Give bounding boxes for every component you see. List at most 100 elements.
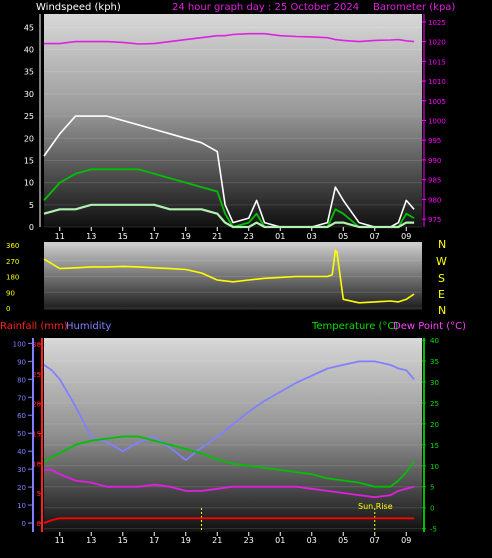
x-tick-label: 05 — [338, 232, 348, 241]
bottom-x-tick-label: 07 — [370, 536, 380, 545]
rainfall-tick-label: 0 — [37, 520, 41, 528]
baro-tick-label: 1015 — [428, 58, 446, 66]
wind-baro-chart: 0510152025303540459759809859909951000100… — [24, 14, 446, 241]
rainfall-tick-label: 10 — [32, 460, 41, 468]
bottom-x-tick-label: 21 — [212, 536, 222, 545]
wind-direction-chart: 360 270 180 90 0 — [6, 242, 422, 313]
bottom-x-tick-label: 05 — [338, 536, 348, 545]
temp-tick-label: -5 — [430, 526, 437, 534]
wind-direction-line — [43, 249, 415, 304]
x-tick-label: 19 — [181, 232, 191, 241]
temp-tick-label: 15 — [430, 442, 439, 450]
windspeed-tick-label: 15 — [24, 156, 34, 165]
rainfall-line — [43, 517, 415, 524]
temperature-line — [43, 435, 415, 488]
direction-tick-label: 270 — [6, 258, 19, 266]
baro-tick-label: 1005 — [428, 98, 446, 106]
bottom-x-tick-label: 15 — [118, 536, 128, 545]
humidity-tick-label: 60 — [17, 412, 26, 420]
direction-tick-label: 360 — [6, 242, 19, 250]
bottom-x-tick-label: 23 — [244, 536, 254, 545]
baro-tick-label: 985 — [428, 177, 441, 185]
direction-plot-area — [44, 242, 422, 310]
windspeed-tick-label: 25 — [24, 112, 34, 121]
x-tick-label: 13 — [86, 232, 96, 241]
windspeed-axis-title: Windspeed (kph) — [36, 2, 121, 13]
baro-tick-label: 975 — [428, 216, 441, 224]
temp-tick-label: 40 — [430, 337, 439, 345]
compass-label-n-top: N — [438, 238, 446, 251]
temp-hum-chart: -505101520253035400102030405060708090100… — [13, 337, 439, 545]
humidity-line — [43, 360, 415, 461]
rainfall-axis-title: Rainfall (mm) — [0, 321, 68, 332]
humidity-tick-label: 80 — [17, 376, 26, 384]
direction-tick-label: 180 — [6, 274, 19, 282]
bottom-x-tick-label: 09 — [401, 536, 411, 545]
x-tick-label: 15 — [118, 232, 128, 241]
rainfall-tick-label: 25 — [32, 371, 41, 379]
x-tick-label: 11 — [55, 232, 65, 241]
windspeed-tick-label: 20 — [24, 134, 34, 143]
baro-tick-label: 1020 — [428, 39, 446, 47]
x-tick-label: 23 — [244, 232, 254, 241]
wind-gust-line — [43, 115, 415, 228]
dewpoint-axis-title: Dew Point (°C) — [393, 321, 466, 332]
barometer-line — [44, 32, 415, 45]
humidity-tick-label: 40 — [17, 448, 26, 456]
windspeed-tick-label: 35 — [24, 68, 34, 77]
humidity-tick-label: 90 — [17, 358, 26, 366]
bottom-x-tick-label: 17 — [149, 536, 159, 545]
x-tick-label: 21 — [212, 232, 222, 241]
baro-tick-label: 980 — [428, 196, 441, 204]
compass-label-e: E — [438, 288, 445, 301]
temp-tick-label: 5 — [430, 484, 434, 492]
windspeed-tick-label: 5 — [29, 201, 34, 210]
direction-tick-label: 90 — [6, 289, 15, 297]
humidity-axis-title: Humidity — [66, 321, 111, 332]
x-tick-label: 17 — [149, 232, 159, 241]
temp-tick-label: 0 — [430, 505, 434, 513]
compass-label-n-bottom: N — [438, 304, 446, 317]
temp-tick-label: 35 — [430, 358, 439, 366]
windspeed-tick-label: 30 — [24, 90, 34, 99]
graph-title: 24 hour graph day : 25 October 2024 — [172, 2, 359, 13]
x-tick-label: 01 — [275, 232, 285, 241]
x-tick-label: 03 — [307, 232, 317, 241]
temp-tick-label: 25 — [430, 400, 439, 408]
bottom-x-tick-label: 11 — [55, 536, 65, 545]
bottom-x-tick-label: 13 — [86, 536, 96, 545]
windspeed-tick-label: 0 — [29, 223, 34, 232]
temp-tick-label: 10 — [430, 463, 439, 471]
wind-light-line — [43, 203, 415, 229]
windspeed-tick-label: 10 — [24, 179, 34, 188]
sunrise-label: Sun Rise — [358, 502, 393, 511]
compass-label-s: S — [438, 272, 445, 285]
humidity-tick-label: 100 — [13, 340, 26, 348]
direction-tick-label: 0 — [6, 305, 10, 313]
rainfall-tick-label: 20 — [32, 401, 41, 409]
humidity-tick-label: 10 — [17, 502, 26, 510]
baro-tick-label: 1010 — [428, 78, 446, 86]
temp-tick-label: 20 — [430, 421, 439, 429]
temp-tick-label: 30 — [430, 379, 439, 387]
bottom-x-tick-label: 19 — [181, 536, 191, 545]
baro-tick-label: 1000 — [428, 118, 446, 126]
x-tick-label: 07 — [370, 232, 380, 241]
humidity-tick-label: 0 — [22, 520, 26, 528]
bottom-x-tick-label: 03 — [307, 536, 317, 545]
humidity-tick-label: 70 — [17, 394, 26, 402]
dewpoint-line — [44, 469, 415, 499]
barometer-axis-title: Barometer (kpa) — [373, 2, 455, 13]
rainfall-tick-label: 30 — [32, 341, 41, 349]
wind-baro-plot-area — [44, 14, 422, 227]
rainfall-tick-label: 5 — [37, 490, 41, 498]
x-tick-label: 09 — [401, 232, 411, 241]
rainfall-tick-label: 15 — [32, 431, 41, 439]
baro-tick-label: 995 — [428, 137, 441, 145]
humidity-tick-label: 30 — [17, 466, 26, 474]
bottom-x-tick-label: 01 — [275, 536, 285, 545]
baro-tick-label: 990 — [428, 157, 441, 165]
windspeed-tick-label: 45 — [24, 23, 34, 32]
